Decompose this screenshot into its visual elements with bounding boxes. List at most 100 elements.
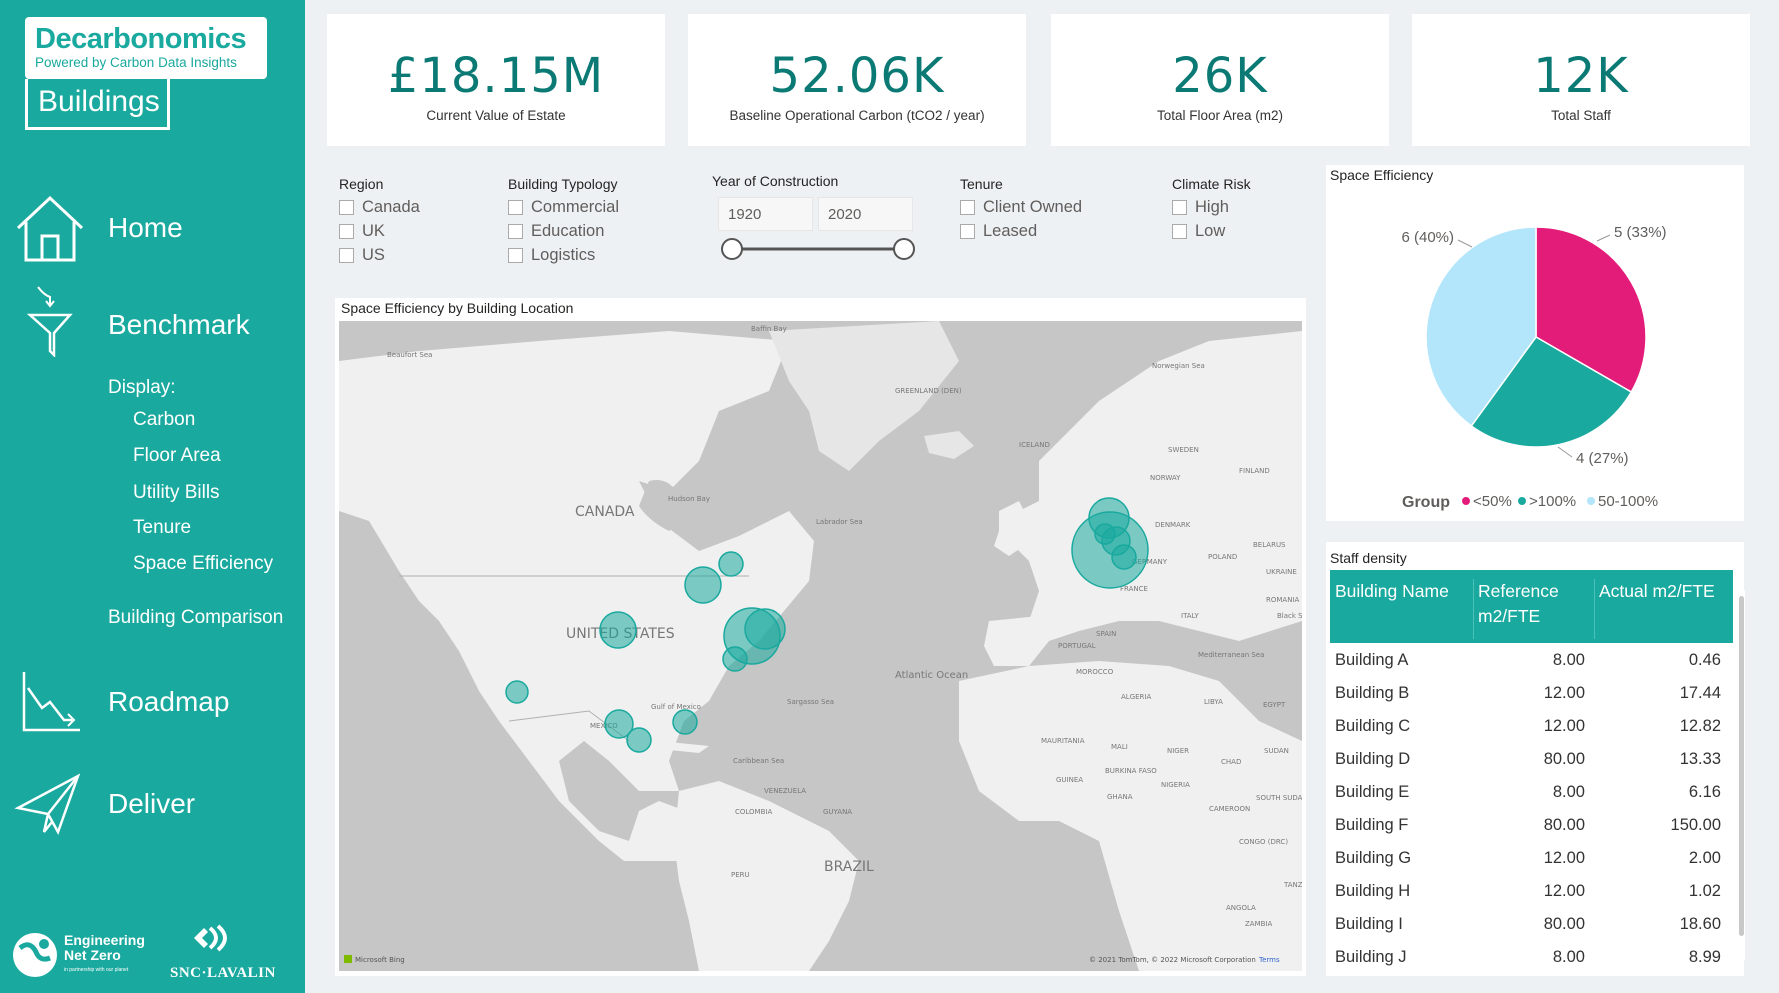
map-label-poland: POLAND <box>1208 553 1237 561</box>
table-row[interactable]: Building E 8.00 6.16 <box>1330 776 1733 809</box>
checkbox[interactable] <box>339 248 354 263</box>
table-row[interactable]: Building B 12.00 17.44 <box>1330 677 1733 710</box>
table-row[interactable]: Building A 8.00 0.46 <box>1330 644 1733 677</box>
nav-roadmap[interactable]: Roadmap <box>0 662 305 742</box>
display-floor-area[interactable]: Floor Area <box>133 445 221 466</box>
map-label-burkina: BURKINA FASO <box>1105 767 1157 775</box>
legend-item[interactable]: >100% <box>1529 493 1576 510</box>
tenure-slicer-title: Tenure <box>960 176 1003 192</box>
map-label-finland: FINLAND <box>1239 467 1270 475</box>
map-label-tanz: TANZ <box>1283 881 1302 889</box>
display-utility-bills[interactable]: Utility Bills <box>133 482 220 503</box>
legend-marker <box>1462 497 1470 505</box>
table-row[interactable]: Building C 12.00 12.82 <box>1330 710 1733 743</box>
map-label-southsudan: SOUTH SUDAN <box>1256 794 1302 802</box>
checkbox[interactable] <box>960 200 975 215</box>
table-row[interactable]: Building F 80.00 150.00 <box>1330 809 1733 842</box>
table-row[interactable]: Building J 8.00 8.99 <box>1330 941 1733 974</box>
table-row[interactable]: Building G 12.00 2.00 <box>1330 842 1733 875</box>
table-row[interactable]: Building I 80.00 18.60 <box>1330 908 1733 941</box>
checkbox[interactable] <box>339 200 354 215</box>
column-header-actual[interactable]: Actual m2/FTE <box>1594 579 1724 639</box>
map-label-nigeria: NIGERIA <box>1161 781 1190 789</box>
display-space-efficiency[interactable]: Space Efficiency <box>133 553 274 574</box>
pie-data-label: 5 (33%) <box>1614 224 1667 241</box>
map-label-colombia: COLOMBIA <box>735 808 772 816</box>
column-header-reference[interactable]: Reference m2/FTE <box>1473 579 1583 639</box>
region-slicer-title: Region <box>339 176 384 192</box>
climate-option-high[interactable]: High <box>1172 198 1229 217</box>
cell-building-name: Building G <box>1335 849 1412 867</box>
snc-lavalin-text: SNC·LAVALIN <box>170 965 276 981</box>
typology-option-education[interactable]: Education <box>508 222 604 241</box>
year-to-input[interactable]: 2020 <box>818 197 913 231</box>
table-scroll-thumb[interactable] <box>1739 596 1744 936</box>
map-label-sudan: SUDAN <box>1264 747 1289 755</box>
home-icon <box>16 195 84 262</box>
map-label-libya: LIBYA <box>1204 698 1223 706</box>
tenure-option-leased[interactable]: Leased <box>960 222 1037 241</box>
checkbox[interactable] <box>508 224 523 239</box>
cell-reference: 8.00 <box>1552 651 1585 669</box>
display-tenure[interactable]: Tenure <box>133 517 192 538</box>
table-row[interactable]: Building D 80.00 13.33 <box>1330 743 1733 776</box>
checkbox[interactable] <box>1172 224 1187 239</box>
pie-slice[interactable] <box>1425 226 1537 428</box>
map-bubble <box>604 709 634 739</box>
legend-item[interactable]: 50-100% <box>1598 493 1658 510</box>
map-label-ukraine: UKRAINE <box>1266 568 1297 576</box>
map-bubble <box>744 608 786 650</box>
cell-actual: 6.16 <box>1688 783 1721 801</box>
pie-slice[interactable] <box>1535 226 1647 394</box>
map-canvas[interactable]: CANADA UNITED STATES BRAZIL Atlantic Oce… <box>339 321 1302 971</box>
cell-actual: 2.00 <box>1688 849 1721 867</box>
year-slicer-title: Year of Construction <box>712 173 839 189</box>
space-efficiency-pie-chart[interactable]: 5 (33%) 4 (27%) 6 (40%) Group <50% >100% 50-10… <box>1326 185 1744 521</box>
building-comparison-link[interactable]: Building Comparison <box>108 607 284 628</box>
year-range-slider[interactable] <box>718 236 918 262</box>
typology-option-logistics[interactable]: Logistics <box>508 246 595 265</box>
cell-building-name: Building J <box>1335 948 1407 966</box>
funnel-icon <box>26 286 73 357</box>
slider-handle-end <box>893 238 915 260</box>
cell-actual: 17.44 <box>1679 684 1721 702</box>
kpi-label: Total Staff <box>1551 108 1611 123</box>
map-label-zambia: ZAMBIA <box>1245 920 1272 928</box>
decarbonomics-logo: Decarbonomics Powered by Carbon Data Ins… <box>25 17 267 130</box>
display-carbon[interactable]: Carbon <box>133 409 196 430</box>
legend-item[interactable]: <50% <box>1473 493 1512 510</box>
region-option-uk[interactable]: UK <box>339 222 385 241</box>
table-row[interactable]: Building H 12.00 1.02 <box>1330 875 1733 908</box>
typology-option-commercial[interactable]: Commercial <box>508 198 619 217</box>
checkbox[interactable] <box>508 248 523 263</box>
pie-slice[interactable] <box>1470 336 1633 448</box>
checkbox[interactable] <box>508 200 523 215</box>
kpi-value: 52.06K <box>769 48 945 104</box>
legend-marker <box>1518 497 1526 505</box>
cell-building-name: Building B <box>1335 684 1410 702</box>
cell-building-name: Building H <box>1335 882 1411 900</box>
nav-deliver[interactable]: Deliver <box>0 764 305 844</box>
nav-home[interactable]: Home <box>0 188 305 268</box>
map-label-belarus: BELARUS <box>1253 541 1286 549</box>
region-option-us[interactable]: US <box>339 246 385 265</box>
kpi-label: Baseline Operational Carbon (tCO2 / year… <box>729 108 985 123</box>
year-from-input[interactable]: 1920 <box>718 197 813 231</box>
region-option-canada[interactable]: Canada <box>339 198 420 217</box>
climate-option-low[interactable]: Low <box>1172 222 1225 241</box>
cell-reference: 12.00 <box>1543 684 1585 702</box>
nav-benchmark-label: Benchmark <box>108 309 250 340</box>
column-header-building-name[interactable]: Building Name <box>1335 581 1449 601</box>
checkbox[interactable] <box>339 224 354 239</box>
bubble-map[interactable]: CANADA UNITED STATES BRAZIL Atlantic Oce… <box>339 321 1302 971</box>
nav-benchmark[interactable]: Benchmark <box>0 285 305 365</box>
checkbox[interactable] <box>1172 200 1187 215</box>
pie-leader-line <box>1557 446 1573 458</box>
map-label-mali: MALI <box>1111 743 1128 751</box>
map-label-egypt: EGYPT <box>1263 701 1286 709</box>
map-label-chad: CHAD <box>1221 758 1241 766</box>
checkbox[interactable] <box>960 224 975 239</box>
cell-actual: 8.99 <box>1688 948 1721 966</box>
tenure-option-client-owned[interactable]: Client Owned <box>960 198 1082 217</box>
map-label-peru: PERU <box>731 871 750 879</box>
